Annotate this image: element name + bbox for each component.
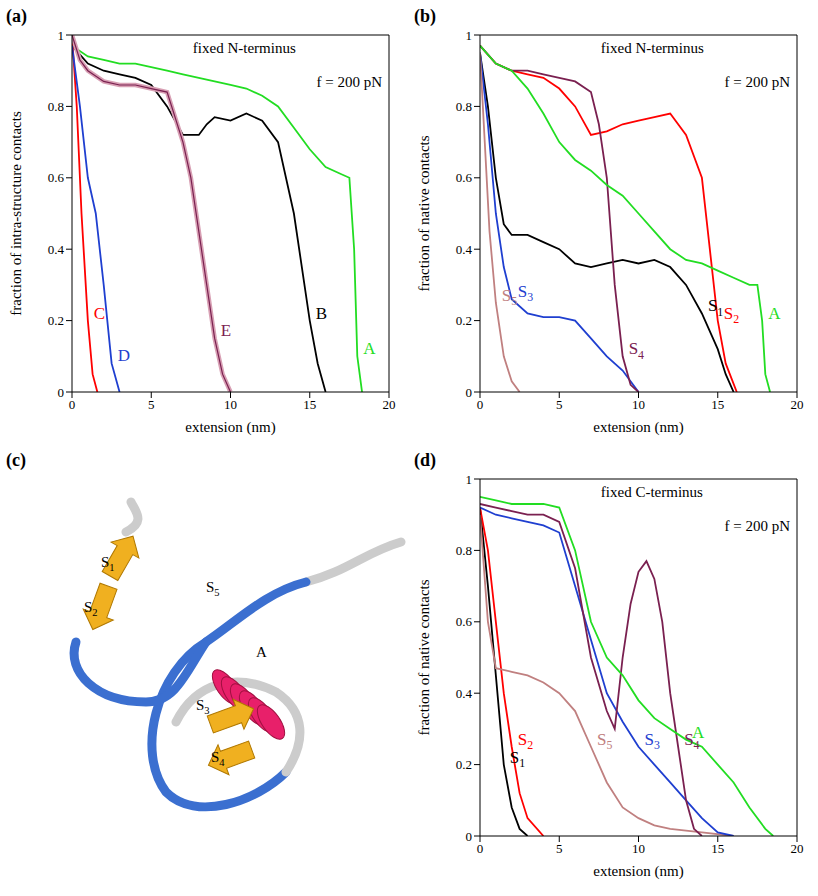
svg-text:0.4: 0.4 [456,686,473,701]
svg-text:10: 10 [632,397,645,412]
svg-text:A: A [768,304,781,323]
html-text:(a): (a) [6,6,27,26]
html-text:f = 200 pN: f = 200 pN [316,74,382,90]
svg-text:fraction of intra-structure co: fraction of intra-structure contacts [8,111,24,316]
svg-text:0.2: 0.2 [456,313,472,328]
html-text:f = 200 pN: f = 200 pN [724,74,790,90]
svg-text:S5: S5 [502,286,517,308]
svg-text:5: 5 [556,841,563,856]
svg-text:fraction of native contacts: fraction of native contacts [416,579,432,735]
svg-text:0.8: 0.8 [456,543,472,558]
svg-text:0.6: 0.6 [456,614,473,629]
svg-text:0.2: 0.2 [456,757,472,772]
svg-text:S2: S2 [724,304,739,326]
html-text:f = 200 pN: f = 200 pN [724,518,790,534]
svg-text:S1: S1 [708,296,723,318]
svg-text:0.4: 0.4 [48,242,65,257]
svg-text:0: 0 [477,841,484,856]
svg-text:S5: S5 [206,579,220,598]
svg-text:20: 20 [791,397,804,412]
svg-text:10: 10 [224,397,237,412]
svg-text:0.8: 0.8 [48,99,64,114]
svg-text:20: 20 [383,397,396,412]
svg-text:E: E [221,321,231,340]
svg-text:10: 10 [632,841,645,856]
svg-text:extension (nm): extension (nm) [593,863,683,880]
svg-text:B: B [316,304,327,323]
svg-text:S5: S5 [597,730,612,752]
svg-text:S2: S2 [518,730,533,752]
svg-text:A: A [692,723,705,742]
svg-text:S4: S4 [629,339,644,361]
svg-text:S3: S3 [196,697,210,716]
svg-text:0.4: 0.4 [456,242,473,257]
svg-text:A: A [363,339,376,358]
svg-text:A: A [256,644,267,660]
html-text:(d): (d) [414,450,436,470]
svg-text:0.2: 0.2 [48,313,64,328]
svg-text:15: 15 [711,841,724,856]
svg-text:S2: S2 [84,599,98,618]
svg-text:S3: S3 [645,730,660,752]
svg-text:20: 20 [791,841,804,856]
html-text:fixed N-terminus: fixed N-terminus [192,40,296,56]
svg-text:S1: S1 [101,554,115,573]
svg-text:5: 5 [148,397,155,412]
svg-text:C: C [94,304,105,323]
svg-text:0: 0 [58,385,65,400]
html-text:fixed N-terminus: fixed N-terminus [600,40,704,56]
svg-text:extension (nm): extension (nm) [593,419,683,436]
svg-text:0: 0 [69,397,76,412]
svg-text:1: 1 [58,28,65,43]
svg-text:0.8: 0.8 [456,99,472,114]
svg-text:1: 1 [466,472,473,487]
svg-text:15: 15 [711,397,724,412]
svg-text:S4: S4 [211,749,225,768]
svg-text:15: 15 [303,397,316,412]
svg-text:fraction of native contacts: fraction of native contacts [416,135,432,291]
html-text:(b): (b) [414,6,436,26]
svg-text:1: 1 [466,28,473,43]
svg-text:0: 0 [466,829,473,844]
svg-text:D: D [118,346,130,365]
svg-text:0: 0 [466,385,473,400]
svg-text:S3: S3 [518,282,533,304]
svg-text:0: 0 [477,397,484,412]
html-text:fixed C-terminus: fixed C-terminus [600,484,703,500]
svg-text:extension (nm): extension (nm) [185,419,275,436]
svg-text:5: 5 [556,397,563,412]
html-text:(c): (c) [6,450,26,470]
svg-text:0.6: 0.6 [456,170,473,185]
svg-text:S1: S1 [510,748,525,770]
svg-text:0.6: 0.6 [48,170,65,185]
